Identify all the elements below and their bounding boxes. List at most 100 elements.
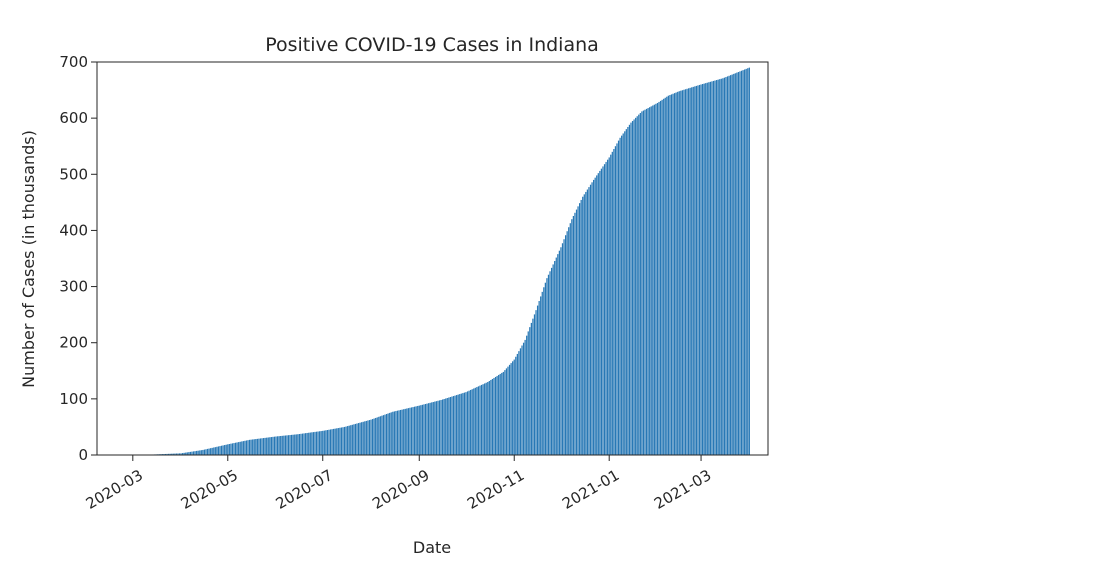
bar bbox=[656, 102, 659, 455]
bar bbox=[720, 78, 722, 455]
bar bbox=[166, 453, 168, 455]
bar bbox=[281, 435, 283, 455]
bar bbox=[389, 412, 391, 455]
bar bbox=[642, 110, 645, 455]
bar bbox=[653, 104, 655, 456]
bar bbox=[459, 394, 461, 455]
bar bbox=[549, 271, 551, 455]
bar bbox=[513, 359, 515, 455]
bar bbox=[730, 75, 732, 455]
bar bbox=[418, 405, 420, 455]
bar bbox=[326, 430, 329, 455]
bar bbox=[287, 435, 290, 455]
bar bbox=[535, 310, 537, 455]
bar bbox=[300, 433, 302, 455]
bar bbox=[540, 296, 542, 455]
bar bbox=[580, 199, 582, 455]
bar bbox=[289, 435, 291, 455]
bar bbox=[242, 441, 244, 455]
bar bbox=[186, 452, 188, 455]
bar bbox=[385, 414, 388, 455]
bar bbox=[748, 67, 750, 456]
y-tick-label: 600 bbox=[59, 109, 88, 127]
bar bbox=[328, 429, 330, 455]
bar bbox=[631, 121, 634, 455]
bar bbox=[333, 428, 335, 455]
bar bbox=[264, 437, 266, 455]
y-tick-label: 400 bbox=[59, 221, 88, 239]
bar bbox=[259, 438, 262, 455]
bar bbox=[468, 390, 470, 455]
bar bbox=[267, 437, 269, 455]
bar bbox=[568, 227, 570, 455]
bar bbox=[460, 393, 462, 455]
bar bbox=[522, 342, 525, 455]
bar bbox=[515, 356, 517, 455]
bar bbox=[728, 75, 730, 456]
bar bbox=[544, 282, 546, 455]
bar bbox=[340, 427, 343, 455]
x-axis: 2020-03 2020-05 2020-07 2020-09 2020-11 2021-… bbox=[83, 455, 714, 513]
bar bbox=[501, 372, 503, 455]
bar bbox=[438, 400, 441, 455]
bar bbox=[546, 278, 548, 455]
bar bbox=[312, 432, 315, 455]
bar bbox=[708, 82, 710, 455]
bar bbox=[266, 437, 268, 455]
bar bbox=[736, 72, 738, 455]
bar bbox=[630, 122, 632, 455]
bar bbox=[205, 449, 207, 455]
bar bbox=[295, 434, 297, 455]
bar bbox=[182, 453, 184, 455]
bar bbox=[423, 404, 425, 455]
bar bbox=[247, 440, 249, 455]
bar bbox=[395, 411, 397, 455]
bar bbox=[361, 422, 363, 455]
bar bbox=[529, 327, 531, 455]
bar bbox=[304, 433, 307, 455]
bar bbox=[714, 80, 716, 456]
bar bbox=[334, 428, 336, 455]
bar bbox=[566, 231, 568, 455]
bar bbox=[373, 418, 375, 455]
bar bbox=[222, 445, 224, 455]
bar bbox=[319, 431, 321, 455]
bar bbox=[189, 451, 192, 455]
bar bbox=[164, 453, 167, 455]
bar bbox=[175, 453, 178, 455]
bar bbox=[367, 420, 369, 455]
bar bbox=[354, 423, 357, 455]
y-tick-label: 0 bbox=[78, 446, 88, 464]
bar bbox=[256, 438, 258, 455]
bar bbox=[733, 73, 735, 455]
bar bbox=[365, 420, 367, 455]
bar bbox=[376, 417, 378, 455]
bar bbox=[677, 91, 679, 455]
bar bbox=[687, 88, 690, 455]
bar bbox=[239, 441, 241, 455]
bar bbox=[210, 448, 212, 455]
bar bbox=[421, 404, 424, 455]
bar bbox=[320, 431, 322, 455]
bar bbox=[217, 446, 220, 455]
bar bbox=[401, 409, 403, 455]
bar bbox=[518, 351, 520, 455]
bar bbox=[496, 375, 498, 455]
bar bbox=[639, 113, 641, 455]
x-axis-label: Date bbox=[413, 538, 451, 557]
bar bbox=[404, 408, 406, 455]
bar bbox=[471, 389, 473, 455]
bar bbox=[442, 399, 444, 455]
bar bbox=[683, 89, 685, 455]
bar bbox=[498, 374, 500, 455]
bar bbox=[574, 212, 576, 455]
bar bbox=[484, 383, 486, 455]
bar bbox=[555, 257, 557, 455]
bar bbox=[703, 83, 705, 455]
bar bbox=[669, 95, 671, 455]
bar bbox=[413, 406, 416, 455]
bar bbox=[213, 447, 215, 455]
bar bbox=[208, 448, 210, 455]
bar bbox=[224, 445, 226, 455]
